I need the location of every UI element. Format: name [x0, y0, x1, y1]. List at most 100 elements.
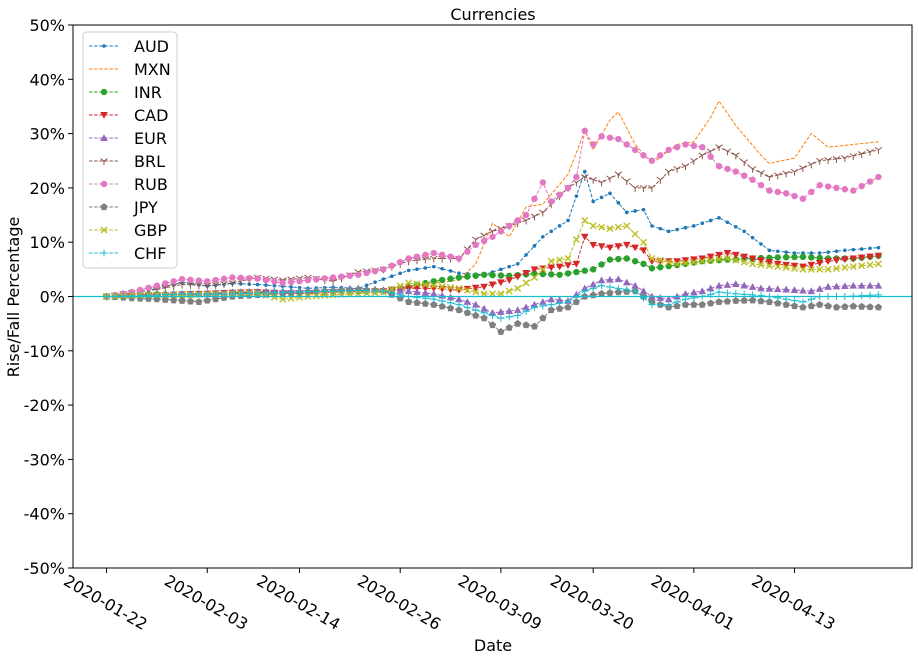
data-point — [673, 258, 681, 266]
data-point — [405, 279, 413, 287]
data-point — [673, 298, 681, 306]
data-point — [876, 245, 881, 250]
data-point — [849, 302, 857, 310]
data-point — [665, 301, 673, 309]
data-point — [799, 303, 807, 311]
data-point — [203, 282, 212, 290]
data-point — [530, 322, 539, 330]
data-point — [784, 250, 788, 254]
data-point — [732, 152, 740, 160]
data-point — [757, 170, 765, 177]
data-point — [741, 172, 748, 179]
data-point — [505, 307, 514, 314]
data-point — [589, 141, 597, 148]
data-point — [547, 295, 556, 303]
legend-label: AUD — [134, 37, 169, 56]
data-point — [136, 292, 144, 300]
data-point — [162, 280, 169, 287]
x-tick-label: 2020-02-03 — [161, 571, 251, 634]
data-point — [849, 255, 858, 263]
data-point — [866, 261, 874, 269]
data-point — [874, 146, 883, 154]
data-point — [740, 296, 748, 304]
data-point — [690, 258, 698, 266]
data-point — [313, 276, 320, 283]
data-point — [556, 271, 563, 278]
data-point — [455, 306, 463, 314]
data-point — [463, 286, 471, 294]
data-point — [824, 265, 832, 273]
data-point — [640, 152, 647, 159]
data-point — [757, 181, 765, 189]
data-point — [381, 277, 386, 281]
data-point — [700, 221, 705, 225]
data-point — [874, 260, 882, 268]
data-point — [371, 287, 379, 295]
x-tick-label: 2020-01-22 — [61, 571, 151, 634]
data-point — [874, 291, 882, 299]
data-point — [815, 260, 824, 267]
data-point — [539, 298, 547, 305]
data-point — [759, 242, 763, 246]
data-point — [229, 274, 236, 281]
series-cad — [102, 233, 883, 301]
data-point — [850, 187, 857, 194]
data-point — [773, 260, 782, 268]
data-point — [530, 303, 538, 311]
data-point — [834, 249, 839, 254]
data-point — [858, 262, 866, 270]
data-point — [723, 148, 732, 156]
data-point — [690, 142, 698, 150]
data-point — [556, 304, 564, 312]
data-point — [723, 250, 732, 257]
data-point — [723, 297, 732, 305]
data-point — [757, 292, 765, 300]
data-point — [631, 146, 639, 154]
data-point — [639, 287, 648, 295]
data-point — [765, 259, 774, 266]
data-point — [405, 255, 412, 262]
data-point — [564, 184, 572, 192]
data-point — [648, 254, 656, 262]
data-point — [774, 299, 782, 307]
data-point — [875, 173, 882, 181]
data-point — [572, 235, 580, 243]
data-point — [178, 281, 186, 289]
data-point — [304, 277, 312, 284]
data-point — [346, 272, 354, 279]
data-point — [539, 314, 547, 322]
data-point — [488, 281, 497, 289]
data-point — [841, 282, 849, 290]
data-point — [816, 300, 824, 308]
data-point — [606, 244, 614, 252]
data-point — [455, 255, 463, 262]
data-point — [448, 269, 453, 273]
data-point — [608, 191, 612, 196]
data-point — [321, 291, 329, 299]
data-point — [480, 271, 488, 278]
data-point — [279, 288, 287, 296]
data-point — [580, 233, 589, 241]
data-point — [622, 241, 631, 249]
data-point — [640, 238, 648, 246]
data-point — [857, 281, 866, 289]
data-point — [708, 218, 713, 223]
data-point — [100, 203, 108, 211]
data-point — [430, 278, 437, 285]
data-point — [440, 267, 444, 271]
data-point — [614, 284, 622, 292]
data-point — [648, 265, 656, 272]
data-point — [631, 230, 639, 238]
data-point — [245, 289, 253, 297]
data-point — [868, 246, 872, 251]
data-point — [799, 165, 807, 172]
data-point — [447, 275, 454, 282]
data-point — [792, 251, 797, 255]
data-point — [488, 321, 497, 329]
data-point — [447, 283, 455, 291]
data-point — [622, 278, 631, 286]
data-point — [748, 296, 757, 304]
data-point — [765, 262, 773, 270]
data-point — [404, 287, 413, 295]
data-point — [413, 299, 421, 306]
